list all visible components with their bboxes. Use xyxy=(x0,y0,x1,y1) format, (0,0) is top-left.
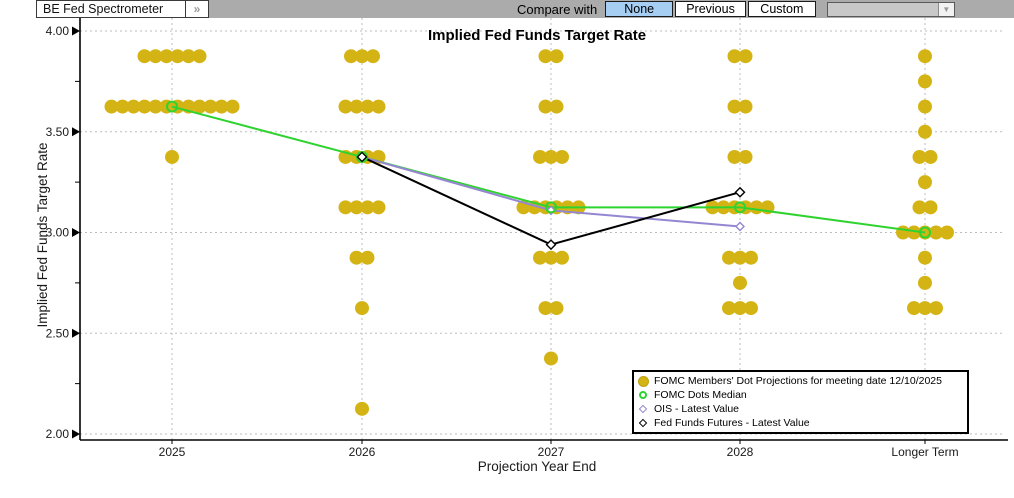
svg-text:2.50: 2.50 xyxy=(46,326,70,340)
dot-plot-chart: 4.00 3.50 3.00 2.50 2.00 2025 2026 2027 2028 Long… xyxy=(35,18,1008,474)
legend-item-median: FOMC Dots Median xyxy=(638,389,963,401)
y-axis-label: Implied Fed Funds Target Rate xyxy=(35,142,50,327)
svg-text:3.00: 3.00 xyxy=(46,226,70,240)
chart-title: Implied Fed Funds Target Rate xyxy=(428,27,646,44)
legend-label: Fed Funds Futures - Latest Value xyxy=(654,417,810,429)
green-open-circle-icon xyxy=(639,391,647,399)
custom-compare-dropdown[interactable]: ▼ xyxy=(826,1,955,17)
x-axis-label: Projection Year End xyxy=(478,459,597,474)
svg-text:Longer Term: Longer Term xyxy=(891,445,958,459)
expand-button[interactable]: » xyxy=(186,0,209,18)
svg-text:4.00: 4.00 xyxy=(46,24,70,38)
toolbar-left-spacer xyxy=(0,0,36,18)
compare-custom-button[interactable]: Custom xyxy=(747,1,816,17)
toolbar-gray-bar: Compare with None Previous Custom ▼ xyxy=(209,0,1014,18)
app-selector-dropdown[interactable]: BE Fed Spectrometer xyxy=(36,0,186,18)
svg-text:3.50: 3.50 xyxy=(46,125,70,139)
legend-label: OIS - Latest Value xyxy=(654,403,740,415)
svg-text:2025: 2025 xyxy=(159,445,186,459)
compare-none-button[interactable]: None xyxy=(605,1,674,17)
legend-label: FOMC Dots Median xyxy=(654,389,747,401)
toolbar: BE Fed Spectrometer » Compare with None … xyxy=(0,0,1014,18)
purple-open-diamond-icon xyxy=(638,404,648,414)
black-open-diamond-icon xyxy=(638,418,648,428)
svg-text:2.00: 2.00 xyxy=(46,427,70,441)
svg-text:2027: 2027 xyxy=(538,445,565,459)
chevrons-right-icon: » xyxy=(193,2,201,16)
svg-text:2028: 2028 xyxy=(727,445,754,459)
legend-label: FOMC Members' Dot Projections for meetin… xyxy=(654,375,942,387)
svg-text:2026: 2026 xyxy=(349,445,376,459)
legend: FOMC Members' Dot Projections for meetin… xyxy=(632,370,969,434)
dropdown-arrow-icon[interactable]: ▼ xyxy=(937,2,954,16)
gold-dot-icon xyxy=(638,375,649,387)
app-selector-label: BE Fed Spectrometer xyxy=(43,2,164,16)
legend-item-ois: OIS - Latest Value xyxy=(638,403,963,415)
custom-compare-dropdown-value xyxy=(828,3,938,16)
chart-area: 4.00 3.50 3.00 2.50 2.00 2025 2026 2027 2028 Long… xyxy=(0,18,1014,498)
legend-item-futures: Fed Funds Futures - Latest Value xyxy=(638,417,963,429)
legend-item-dot-projections: FOMC Members' Dot Projections for meetin… xyxy=(638,375,963,387)
compare-with-label: Compare with xyxy=(517,1,598,17)
compare-previous-button[interactable]: Previous xyxy=(675,1,746,17)
